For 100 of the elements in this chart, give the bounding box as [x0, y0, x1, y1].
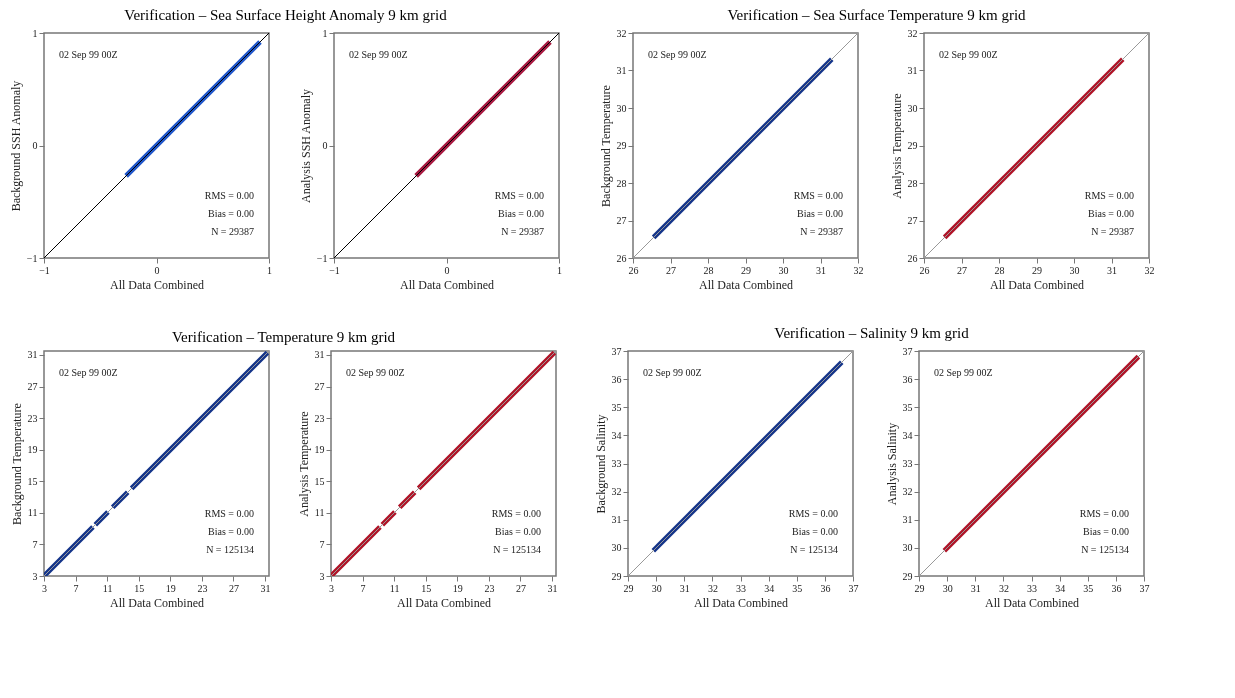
x-tick-label: 37 [1139, 582, 1150, 594]
y-tick-label: 31 [907, 65, 918, 76]
annotation: N = 125134 [206, 544, 254, 555]
y-tick-label: 33 [611, 458, 622, 469]
y-tick-label: 30 [902, 542, 913, 554]
x-tick-label: 19 [165, 582, 176, 594]
annotation: Bias = 0.00 [498, 208, 544, 219]
y-tick-label: 7 [32, 538, 38, 550]
y-tick-label: 3 [32, 570, 38, 582]
y-tick-label: 23 [27, 412, 38, 424]
x-tick-label: 32 [998, 582, 1009, 594]
y-tick-label: 32 [611, 486, 622, 498]
x-tick-label: 28 [703, 264, 714, 276]
x-tick-label: 15 [134, 582, 145, 594]
x-tick-label: 7 [73, 582, 79, 594]
annotation: 02 Sep 99 00Z [349, 49, 408, 60]
x-axis-title: All Data Combined [990, 277, 1084, 292]
annotation: RMS = 0.00 [204, 508, 254, 519]
y-tick-label: 31 [314, 349, 325, 361]
annotation: RMS = 0.00 [788, 508, 838, 519]
y-tick-label: 15 [27, 475, 38, 487]
x-tick-label: 26 [628, 264, 639, 276]
x-tick-label: 30 [942, 582, 953, 594]
x-tick-label: 36 [820, 582, 831, 594]
y-tick-label: 35 [902, 401, 913, 413]
x-tick-label: 31 [260, 582, 271, 594]
chart-title: Verification – Temperature 9 km grid [171, 329, 396, 346]
annotation: 02 Sep 99 00Z [648, 49, 707, 60]
x-tick-label: 34 [764, 582, 775, 594]
y-tick-label: 29 [616, 140, 627, 151]
y-tick-label: 32 [616, 27, 627, 39]
y-tick-label: 29 [611, 570, 622, 582]
chart-title: Verification – Salinity 9 km grid [774, 325, 970, 342]
annotation: Bias = 0.00 [208, 208, 254, 219]
y-tick-label: 19 [27, 444, 38, 456]
annotation: 02 Sep 99 00Z [934, 367, 993, 378]
y-tick-label: −1 [316, 252, 328, 264]
y-tick-label: 0 [32, 140, 38, 151]
x-tick-label: 31 [1107, 264, 1117, 276]
x-tick-label: 32 [707, 582, 718, 594]
y-axis-title: Analysis Temperature [889, 93, 904, 199]
y-tick-label: 23 [314, 412, 325, 424]
y-axis-title: Background Temperature [9, 403, 24, 525]
y-tick-label: 32 [902, 486, 913, 498]
x-tick-label: 11 [389, 582, 400, 594]
y-tick-label: 19 [314, 444, 325, 456]
y-tick-label: 1 [322, 27, 328, 39]
y-tick-label: 31 [611, 514, 622, 526]
chart-title: Verification – Sea Surface Temperature 9 km grid [727, 7, 1027, 24]
x-tick-label: 0 [154, 264, 160, 276]
x-tick-label: 19 [452, 582, 463, 594]
x-tick-label: 1 [557, 264, 562, 276]
y-axis-title: Background Temperature [598, 85, 613, 207]
x-axis-title: All Data Combined [110, 277, 204, 292]
y-tick-label: 29 [907, 140, 918, 151]
annotation: Bias = 0.00 [495, 526, 541, 537]
x-axis-title: All Data Combined [110, 595, 204, 610]
annotation: Bias = 0.00 [208, 526, 254, 537]
x-tick-label: 29 [741, 264, 751, 276]
y-tick-label: 26 [907, 252, 918, 264]
y-tick-label: 0 [322, 140, 328, 151]
y-axis-title: Analysis SSH Anomaly [298, 88, 313, 204]
x-axis-title: All Data Combined [699, 277, 793, 292]
annotation: N = 125134 [1081, 544, 1129, 555]
annotation: RMS = 0.00 [204, 190, 254, 201]
x-axis-title: All Data Combined [397, 595, 491, 610]
annotation: Bias = 0.00 [1083, 526, 1129, 537]
x-tick-label: 1 [267, 264, 272, 276]
x-tick-label: 23 [197, 582, 208, 594]
y-tick-label: 3 [319, 570, 325, 582]
x-tick-label: 32 [1144, 264, 1155, 276]
x-tick-label: 7 [360, 582, 366, 594]
x-tick-label: 30 [778, 264, 789, 276]
annotation: RMS = 0.00 [494, 190, 544, 201]
x-tick-label: 36 [1111, 582, 1122, 594]
x-tick-label: 27 [515, 582, 526, 594]
y-axis-title: Analysis Salinity [884, 422, 899, 506]
x-tick-label: 3 [42, 582, 47, 594]
annotation: 02 Sep 99 00Z [346, 367, 405, 378]
annotation: RMS = 0.00 [1084, 190, 1134, 201]
x-tick-label: 34 [1055, 582, 1066, 594]
y-tick-label: 27 [27, 381, 38, 393]
y-tick-label: 30 [907, 102, 918, 114]
annotation: 02 Sep 99 00Z [939, 49, 998, 60]
y-tick-label: 11 [314, 507, 325, 519]
y-tick-label: 32 [907, 27, 918, 39]
x-tick-label: 33 [1027, 582, 1037, 594]
y-tick-label: 30 [611, 542, 622, 554]
annotation: Bias = 0.00 [1088, 208, 1134, 219]
x-tick-label: 31 [679, 582, 690, 594]
x-tick-label: 15 [421, 582, 432, 594]
annotation: N = 29387 [800, 226, 843, 237]
y-tick-label: 34 [611, 429, 622, 441]
y-tick-label: 28 [616, 177, 627, 189]
y-tick-label: 7 [319, 538, 325, 550]
x-axis-title: All Data Combined [400, 277, 494, 292]
x-tick-label: 31 [547, 582, 558, 594]
y-tick-label: 34 [902, 429, 913, 441]
x-tick-label: 26 [919, 264, 930, 276]
x-tick-label: 30 [1069, 264, 1080, 276]
